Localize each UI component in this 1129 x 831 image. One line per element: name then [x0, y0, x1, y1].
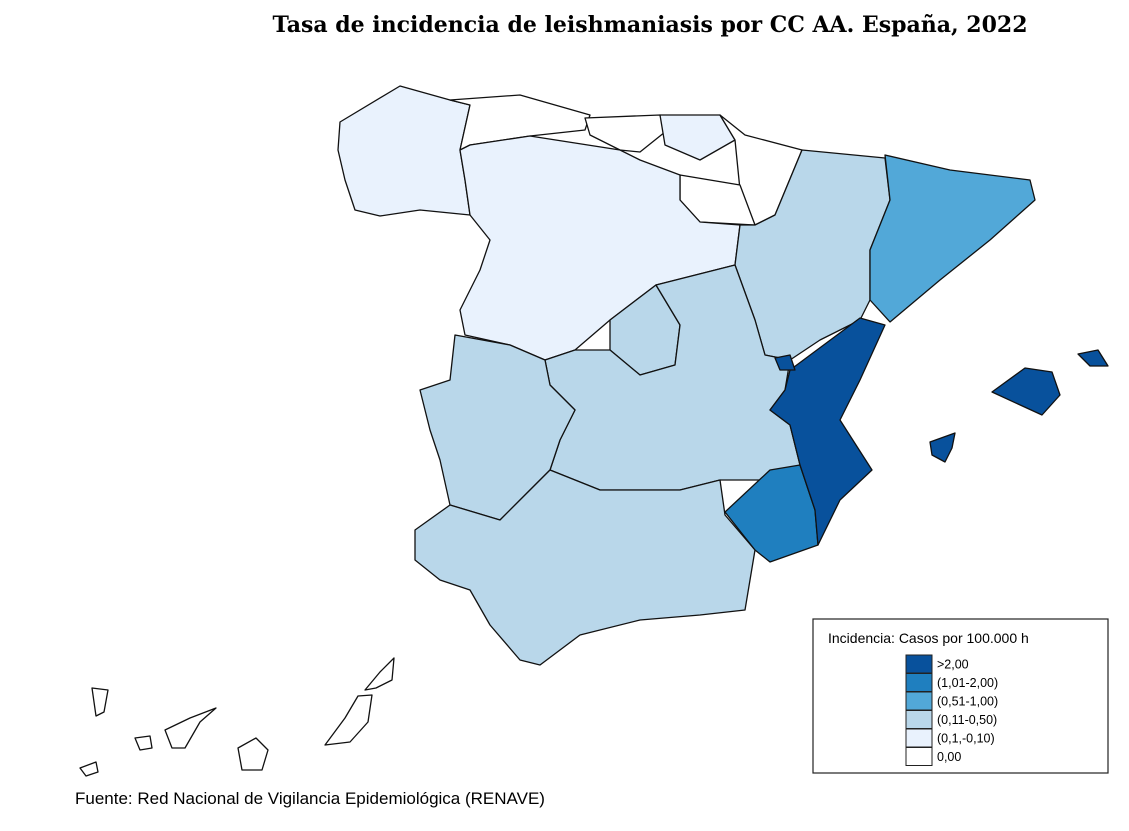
canary-islands — [79, 657, 395, 777]
source: Fuente: Red Nacional de Vigilancia Epide… — [75, 789, 545, 808]
region — [991, 367, 1061, 416]
region — [459, 135, 741, 361]
region — [774, 354, 796, 371]
region — [659, 114, 736, 161]
legend-swatch — [905, 673, 933, 692]
title: Tasa de incidencia de leishmaniasis por … — [272, 12, 1027, 38]
legend-title: Incidencia: Casos por 100.000 h — [828, 630, 1029, 646]
legend: Incidencia: Casos por 100.000 h >2,00 (1,… — [812, 618, 1109, 774]
legend-box — [812, 618, 1109, 774]
legend-label: >2,00 — [937, 658, 969, 672]
region — [869, 154, 1036, 323]
region — [769, 317, 886, 546]
region — [414, 469, 756, 666]
legend-label: (0,11-0,50) — [937, 713, 997, 727]
legend-swatch — [905, 747, 933, 766]
map — [79, 85, 1109, 777]
legend-label: 0,00 — [937, 750, 961, 764]
legend-label: (0,51-1,00) — [937, 695, 998, 709]
legend-label: (1,01-2,00) — [937, 676, 998, 690]
legend-swatch — [905, 691, 933, 711]
legend-swatch — [905, 710, 933, 729]
region — [1077, 349, 1109, 367]
legend-swatch — [905, 728, 933, 748]
region — [929, 432, 956, 463]
legend-swatch — [905, 654, 933, 674]
legend-items: >2,00 (1,01-2,00) (0,51-1,00) (0,11-0,50) (0… — [905, 654, 998, 766]
legend-label: (0,1,-0,10) — [937, 732, 995, 746]
